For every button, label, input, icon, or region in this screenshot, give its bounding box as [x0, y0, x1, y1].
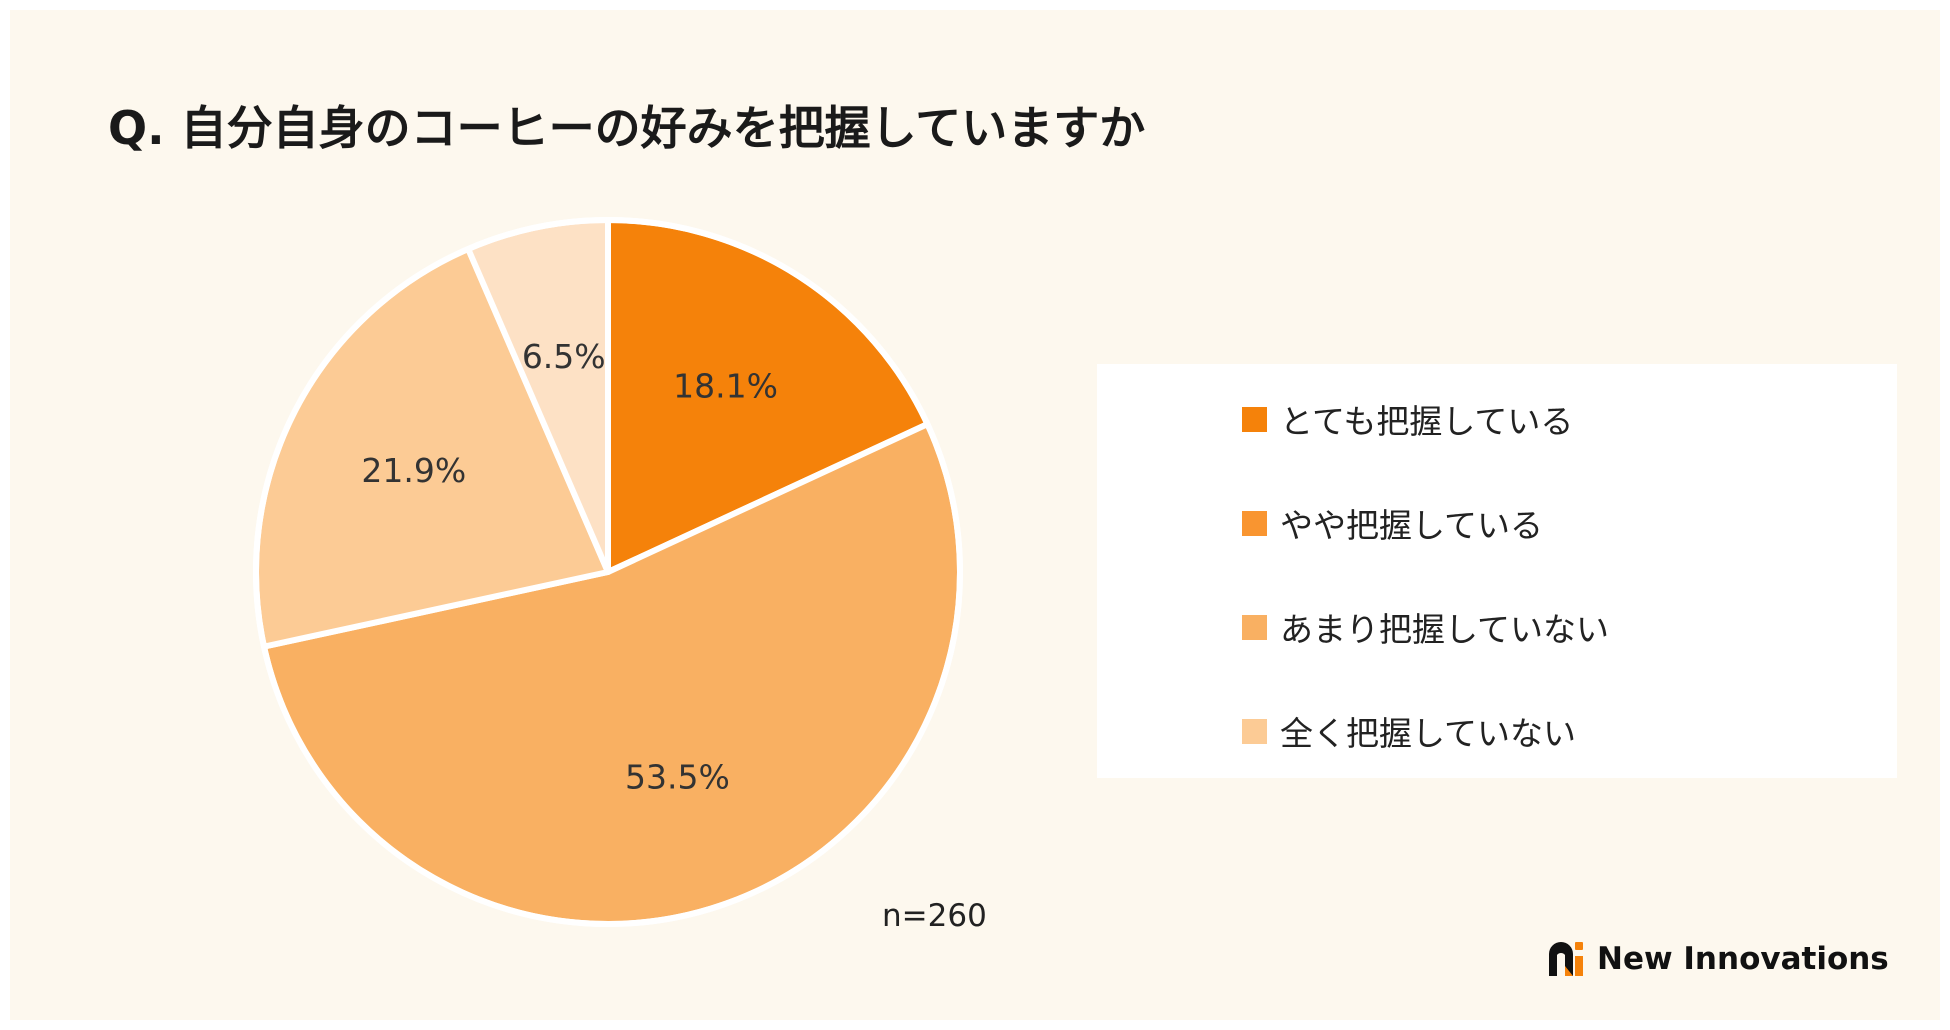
legend-swatch — [1242, 510, 1267, 536]
legend-swatch — [1242, 614, 1267, 640]
legend: とても把握している やや把握している あまり把握していない 全く把握していない — [1097, 364, 1897, 778]
legend-label: とても把握している — [1280, 402, 1574, 441]
legend-item: あまり把握していない — [1242, 603, 1609, 651]
legend-label: やや把握している — [1280, 506, 1544, 545]
legend-label: あまり把握していない — [1280, 610, 1610, 649]
chart-title: Q. 自分自身のコーヒーの好みを把握していますか — [108, 101, 1146, 155]
pie-data-label: 53.5% — [625, 757, 730, 796]
pie-chart: 18.1% 53.5% 21.9% 6.5% — [253, 217, 963, 927]
pie-outline — [253, 217, 963, 927]
legend-item: 全く把握していない — [1242, 707, 1576, 755]
pie-data-label: 21.9% — [361, 451, 466, 490]
sample-size-label: n=260 — [882, 898, 987, 934]
chart-card: Q. 自分自身のコーヒーの好みを把握していますか 18.1% 53.5% 21.9%… — [10, 10, 1940, 1020]
new-innovations-logo-icon — [1549, 942, 1583, 976]
legend-item: とても把握している — [1242, 395, 1573, 443]
legend-item: やや把握している — [1242, 499, 1543, 547]
brand: New Innovations — [1547, 940, 1889, 978]
pie-data-label: 6.5% — [522, 337, 606, 376]
legend-label: 全く把握していない — [1280, 714, 1577, 753]
pie-data-label: 18.1% — [673, 367, 778, 406]
brand-name: New Innovations — [1597, 941, 1889, 977]
legend-swatch — [1242, 718, 1267, 744]
legend-swatch — [1242, 406, 1267, 432]
